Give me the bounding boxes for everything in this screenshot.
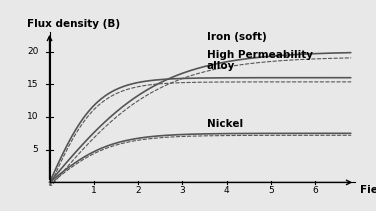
Text: 5: 5 bbox=[33, 145, 38, 154]
Text: 4: 4 bbox=[224, 186, 229, 195]
Text: 10: 10 bbox=[27, 112, 38, 122]
Text: 15: 15 bbox=[27, 80, 38, 89]
Text: 6: 6 bbox=[312, 186, 318, 195]
Text: Iron (soft): Iron (soft) bbox=[207, 32, 267, 42]
Text: Flux density (B): Flux density (B) bbox=[27, 19, 121, 29]
Text: 3: 3 bbox=[180, 186, 185, 195]
Text: 5: 5 bbox=[268, 186, 274, 195]
Text: Field (H): Field (H) bbox=[359, 185, 376, 195]
Text: Nickel: Nickel bbox=[207, 119, 243, 129]
Text: 20: 20 bbox=[27, 47, 38, 56]
Text: High Permeability
alloy: High Permeability alloy bbox=[207, 50, 313, 71]
Text: 1: 1 bbox=[91, 186, 97, 195]
Text: 2: 2 bbox=[135, 186, 141, 195]
